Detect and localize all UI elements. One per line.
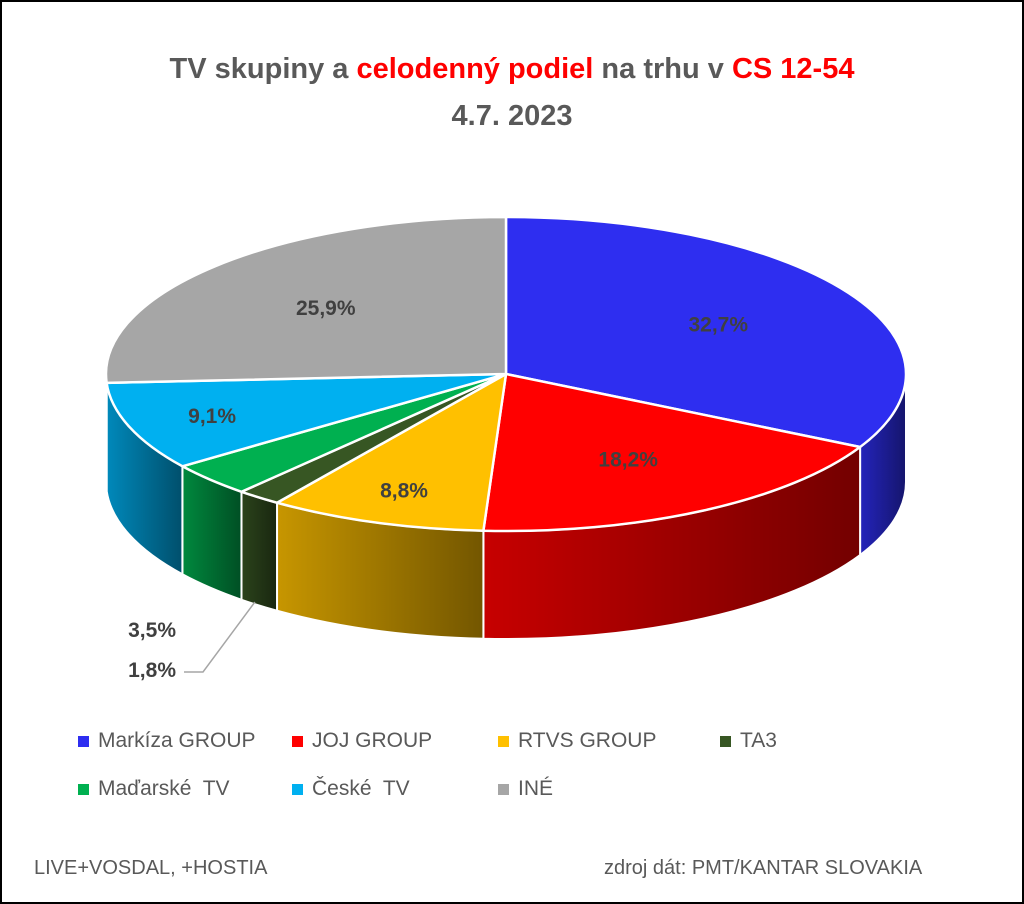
title-part-2: na trhu v (593, 53, 732, 85)
pie-side-ta3 (240, 490, 279, 613)
data-label-markiza-group: 32,7% (688, 314, 748, 337)
chart-subtitle: 4.7. 2023 (451, 100, 573, 132)
pie-slice-ine (104, 215, 508, 385)
data-label-ine: 25,9% (296, 297, 356, 320)
data-label-rtvs-group: 8,8% (380, 480, 428, 503)
data-label-ceske-tv: 9,1% (188, 405, 236, 428)
title-highlight-1: celodenný podiel (356, 53, 594, 85)
footer-left-note: LIVE+VOSDAL, +HOSTIA (34, 857, 268, 879)
title-highlight-2: CS 12-54 (731, 53, 855, 85)
pie-slice-markiza-group (504, 215, 908, 449)
title-part-1: TV skupiny a (169, 53, 357, 85)
pie-slice-joj-group (482, 372, 862, 533)
pie-side-ine (105, 373, 108, 492)
leader-line-ta3 (184, 601, 256, 673)
chart-title: TV skupiny a celodenný podiel na trhu v … (0, 50, 1024, 88)
data-label-madarske-tv: 3,5% (128, 619, 176, 642)
pie-slice-ceske-tv (105, 372, 508, 468)
pie-slice-rtvs-group (275, 372, 508, 532)
footer-source-note: zdroj dát: PMT/KANTAR SLOVAKIA (604, 857, 923, 879)
data-label-ta3: 1,8% (128, 659, 176, 682)
data-label-joj-group: 18,2% (598, 449, 658, 472)
